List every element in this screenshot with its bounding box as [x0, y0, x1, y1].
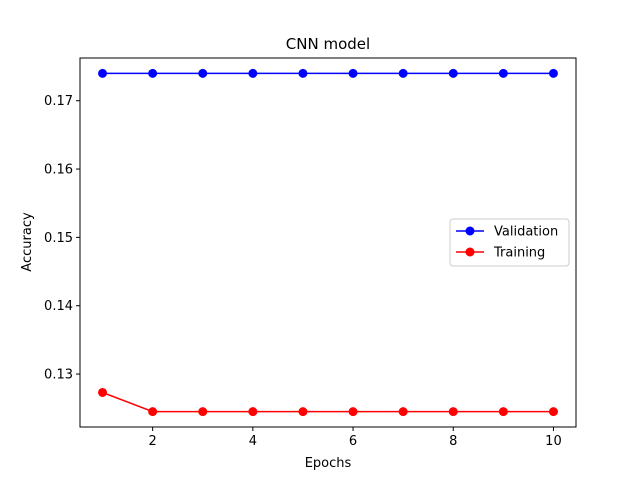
- legend-label-validation: Validation: [494, 225, 558, 240]
- data-point-training: [98, 387, 108, 397]
- data-point-training: [398, 407, 408, 417]
- data-point-validation: [448, 68, 458, 78]
- y-tick-label: 0.17: [44, 94, 73, 109]
- y-tick-label: 0.13: [44, 368, 73, 383]
- data-point-training: [448, 407, 458, 417]
- legend-marker-validation: [465, 226, 475, 236]
- data-point-training: [348, 407, 358, 417]
- x-tick-label: 4: [249, 434, 257, 449]
- data-point-training: [198, 407, 208, 417]
- legend-label-training: Training: [493, 246, 545, 261]
- data-point-training: [248, 407, 258, 417]
- x-tick-label: 8: [449, 434, 457, 449]
- y-tick-label: 0.16: [44, 163, 73, 178]
- data-point-training: [148, 407, 158, 417]
- data-point-validation: [548, 68, 558, 78]
- y-axis-label: Accuracy: [20, 212, 35, 272]
- data-point-validation: [198, 68, 208, 78]
- data-point-validation: [498, 68, 508, 78]
- chart-title: CNN model: [286, 35, 370, 53]
- series-line-training: [102, 391, 554, 413]
- legend: Validation Training: [449, 218, 570, 267]
- y-tick-label: 0.14: [44, 299, 73, 314]
- y-tick-label: 0.15: [44, 231, 73, 246]
- data-point-validation: [148, 68, 158, 78]
- data-point-validation: [248, 68, 258, 78]
- x-tick-label: 2: [149, 434, 157, 449]
- data-point-training: [298, 407, 308, 417]
- legend-marker-training: [465, 247, 475, 257]
- data-point-validation: [398, 68, 408, 78]
- data-point-training: [548, 407, 558, 417]
- x-tick-label: 6: [349, 434, 357, 449]
- plot-frame: [79, 57, 577, 428]
- plot-area: 2 4 6 8 10 0.13 0.14 0.15 0.16 0.17: [44, 68, 562, 449]
- data-point-training: [498, 407, 508, 417]
- data-point-validation: [298, 68, 308, 78]
- x-axis-label: Epochs: [305, 456, 352, 471]
- data-point-validation: [348, 68, 358, 78]
- x-tick-label: 10: [545, 434, 562, 449]
- data-point-validation: [98, 68, 108, 78]
